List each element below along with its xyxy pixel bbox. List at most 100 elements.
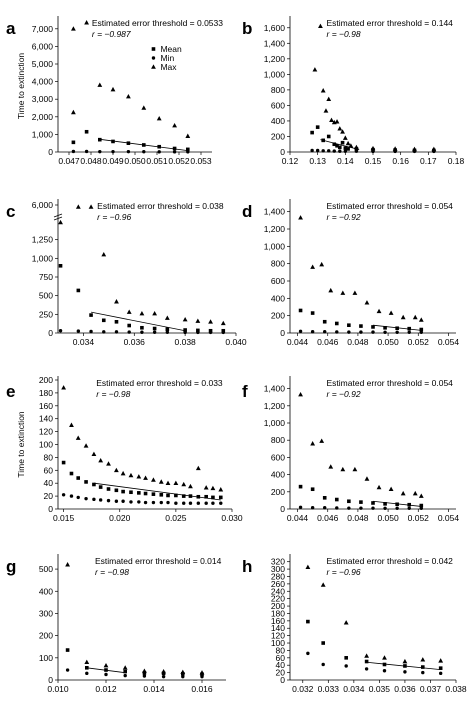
marker-min	[102, 330, 106, 334]
marker-max	[340, 129, 345, 134]
threshold-annotation: Estimated error threshold = 0.054	[327, 378, 454, 388]
y-tick-label: 0	[280, 504, 285, 514]
y-tick-label: 240	[271, 586, 285, 596]
marker-max	[195, 465, 201, 471]
marker-min	[181, 674, 185, 679]
panel-c: c 0.034 0.036 0.038 0.040 0 250 500 750 1,000 1,25…	[6, 199, 247, 347]
marker-min	[85, 671, 89, 676]
y-axis-label: Time to extinction	[16, 411, 26, 478]
threshold-annotation: Estimated error threshold = 0.014	[95, 556, 222, 566]
marker-mean	[335, 143, 339, 148]
marker-min	[142, 674, 147, 678]
marker-mean	[371, 325, 375, 329]
panel-label: b	[242, 19, 252, 38]
marker-mean	[151, 492, 156, 496]
y-tick-label: 160	[39, 401, 53, 411]
marker-max	[400, 314, 406, 320]
marker-max	[75, 435, 81, 440]
marker-mean	[121, 489, 125, 494]
panel-h: h 0.032 0.033 0.034 0.035 0.036 0.037 0.038 0204…	[242, 554, 467, 694]
marker-mean	[76, 288, 81, 293]
marker-max	[103, 662, 109, 668]
marker-min	[200, 674, 204, 679]
marker-min	[371, 149, 375, 154]
marker-min	[61, 493, 66, 497]
y-tick-label: 1,000	[264, 69, 286, 79]
marker-mean	[85, 666, 89, 670]
marker-mean	[127, 323, 131, 328]
marker-max	[364, 653, 370, 658]
marker-mean	[126, 141, 131, 145]
marker-max	[340, 290, 346, 295]
marker-mean	[334, 321, 339, 326]
marker-min	[129, 500, 133, 504]
marker-max	[402, 658, 408, 664]
x-tick-label: 0.049	[102, 156, 124, 166]
marker-mean	[152, 326, 157, 331]
y-tick-label: 0	[280, 147, 285, 157]
panel-b: b 0.12 0.13 0.14 0.15 0.16 0.17 0.18 0 200 400 600 8…	[242, 16, 465, 166]
marker-mean	[166, 493, 170, 498]
x-tick-label: 0.048	[80, 156, 102, 166]
marker-min	[208, 330, 213, 335]
marker-min	[310, 330, 315, 334]
y-tick-label: 750	[39, 272, 53, 282]
marker-min	[152, 330, 157, 334]
y-tick-label: 200	[271, 601, 285, 611]
marker-mean	[76, 476, 81, 480]
marker-max	[156, 115, 162, 121]
y-tick-label: 1,000	[32, 129, 54, 139]
y-tick-label: 200	[39, 631, 53, 641]
marker-min	[310, 148, 314, 153]
marker-min	[183, 330, 187, 335]
marker-max	[164, 315, 170, 320]
y-tick-label: 2,000	[32, 112, 54, 122]
marker-max	[83, 443, 89, 448]
marker-min	[419, 330, 423, 335]
panel-g: g 0.010 0.012 0.014 0.016 0 100 200 300 400 500 Est…	[6, 554, 226, 694]
marker-min	[58, 329, 63, 333]
marker-min	[76, 495, 80, 500]
y-tick-label: 800	[271, 259, 285, 269]
panel-label: e	[6, 382, 15, 401]
x-tick-label: 0.12	[282, 156, 299, 166]
y-tick-label: 200	[271, 311, 285, 321]
marker-max	[340, 466, 346, 472]
x-tick-label: 0.038	[175, 337, 197, 347]
marker-min	[196, 330, 200, 335]
x-tick-label: 0.13	[309, 156, 326, 166]
y-tick-label: 180	[271, 608, 285, 618]
marker-mean	[359, 500, 363, 504]
panel-d: d 0.044 0.046 0.048 0.050 0.052 0.054 0 200 400 60…	[242, 199, 459, 347]
marker-min	[332, 149, 336, 153]
y-tick-label: 140	[39, 414, 53, 424]
y-tick-label: 1,000	[264, 418, 286, 428]
marker-mean	[310, 311, 315, 315]
marker-max	[98, 458, 104, 463]
correlation-annotation: r = −0.98	[327, 29, 361, 39]
marker-mean	[347, 323, 351, 327]
marker-max	[298, 215, 303, 220]
y-tick-label: 120	[39, 427, 53, 437]
panel-label: a	[6, 19, 16, 38]
marker-max	[342, 135, 348, 140]
marker-max	[376, 308, 382, 314]
fit-line	[320, 139, 360, 151]
correlation-annotation: r = −0.98	[95, 567, 129, 577]
marker-max	[199, 670, 205, 675]
marker-mean	[106, 487, 111, 491]
threshold-annotation: Estimated error threshold = 0.033	[96, 378, 223, 388]
marker-max	[84, 659, 90, 665]
marker-mean	[181, 494, 186, 498]
marker-max	[298, 392, 303, 397]
marker-min	[121, 499, 125, 503]
marker-max	[388, 486, 394, 492]
marker-max	[334, 119, 340, 124]
fit-line	[93, 482, 221, 501]
marker-mean	[346, 147, 350, 151]
x-tick-label: 0.010	[47, 684, 69, 694]
marker-min	[196, 501, 201, 505]
marker-mean	[403, 664, 407, 668]
marker-max	[126, 309, 132, 314]
